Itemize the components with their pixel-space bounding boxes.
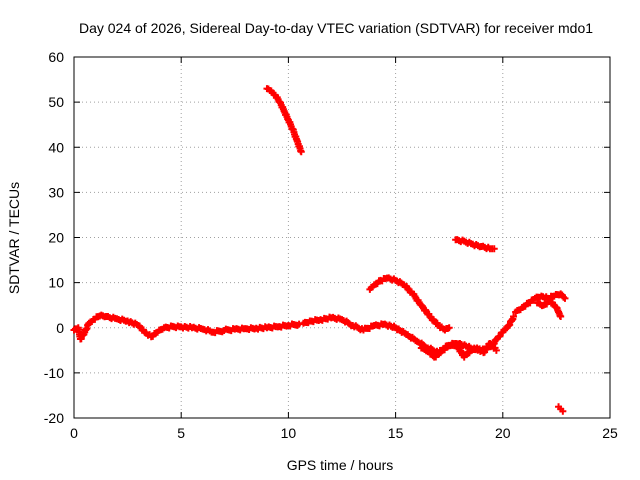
x-axis-label: GPS time / hours <box>287 457 394 473</box>
y-tick-label: 40 <box>48 139 64 155</box>
x-tick-label: 5 <box>177 425 185 441</box>
y-tick-label: 0 <box>56 320 64 336</box>
y-tick-label: 20 <box>48 230 64 246</box>
data-point-marker <box>492 346 500 354</box>
x-tick-label: 25 <box>602 425 618 441</box>
data-points <box>70 85 569 415</box>
data-point-marker <box>557 312 565 320</box>
axis-ticks: 0 5 10 15 20 25 -20 -10 0 10 20 30 40 50 60 <box>44 49 618 441</box>
data-point-marker <box>510 312 518 320</box>
x-tick-label: 20 <box>495 425 511 441</box>
data-point-marker <box>297 148 305 156</box>
x-tick-label: 0 <box>70 425 78 441</box>
y-tick-label: -20 <box>44 410 64 426</box>
data-point-marker <box>445 324 453 332</box>
data-point-marker <box>559 407 567 415</box>
x-tick-label: 15 <box>388 425 404 441</box>
x-tick-label: 10 <box>281 425 297 441</box>
y-axis-label: SDTVAR / TECUs <box>6 182 22 294</box>
y-tick-label: -10 <box>44 365 64 381</box>
y-tick-label: 30 <box>48 184 64 200</box>
chart-title: Day 024 of 2026, Sidereal Day-to-day VTE… <box>79 20 593 36</box>
y-tick-label: 10 <box>48 275 64 291</box>
y-tick-label: 60 <box>48 49 64 65</box>
y-tick-label: 50 <box>48 94 64 110</box>
data-point-marker <box>561 294 569 302</box>
data-point-marker <box>490 245 498 253</box>
